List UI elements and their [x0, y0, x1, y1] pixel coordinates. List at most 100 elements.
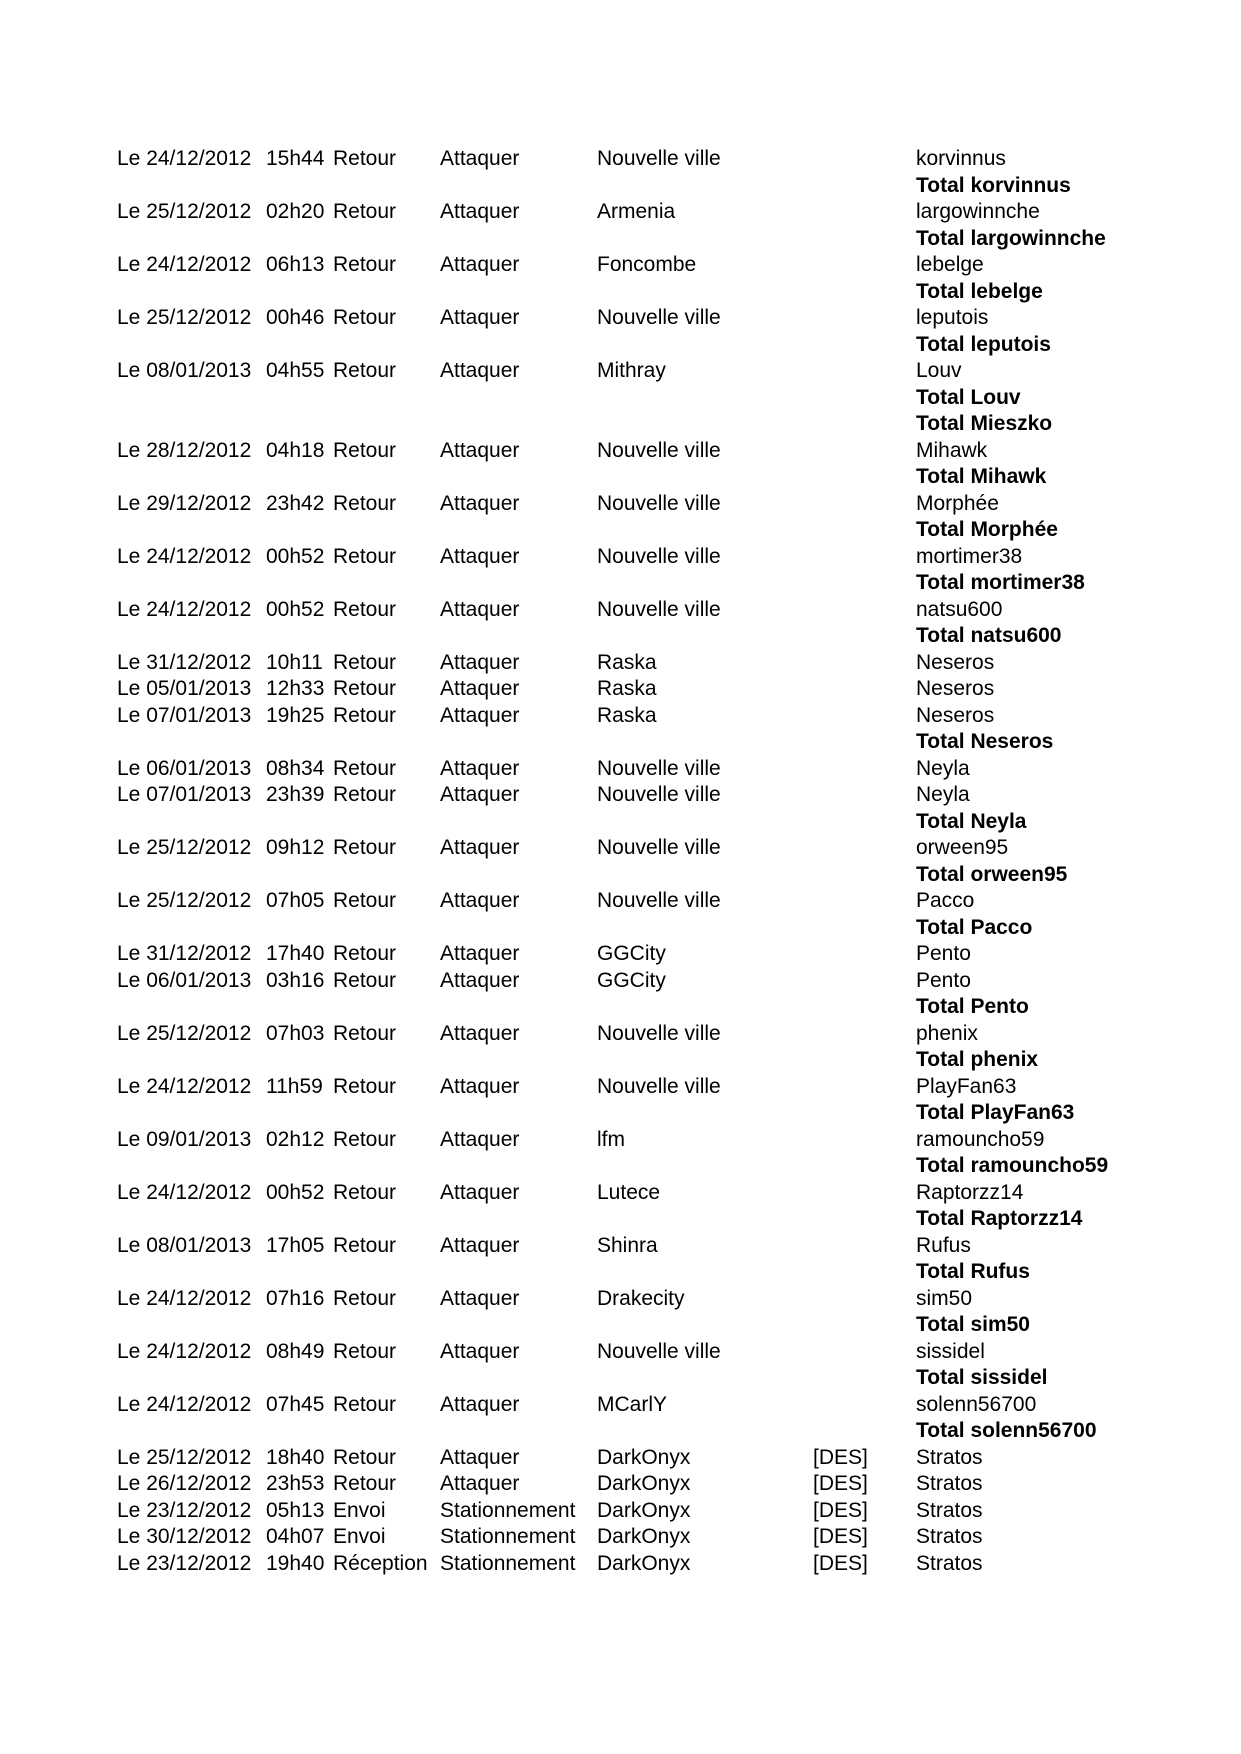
cell-place: GGCity	[597, 942, 666, 965]
cell-mission: Attaquer	[440, 147, 520, 170]
cell-player-name: Neseros	[916, 677, 995, 700]
cell-des-tag	[813, 226, 916, 253]
cell-des-tag	[813, 650, 916, 677]
cell-des-tag: [DES]	[813, 1472, 868, 1495]
cell-player-name: natsu600	[916, 597, 1003, 621]
cell-des-tag	[813, 888, 916, 915]
cell-mission: Attaquer	[440, 438, 520, 462]
table-row: Total phenix	[117, 1047, 1076, 1074]
cell-player-name: Total Mieszko	[916, 412, 1053, 435]
cell-date: Le 07/01/2013	[117, 703, 252, 727]
cell-mission: Attaquer	[440, 756, 520, 780]
cell-mission: Attaquer	[440, 968, 520, 992]
cell-date	[117, 994, 266, 1021]
cell-place: Nouvelle ville	[597, 836, 721, 859]
cell-des-tag	[813, 1339, 916, 1366]
cell-movement-type: Retour	[333, 1180, 397, 1204]
cell-place: MCarlY	[597, 1392, 668, 1416]
cell-player-name: Total Neyla	[916, 809, 1027, 833]
cell-place: Nouvelle ville	[597, 147, 721, 170]
cell-place: Lutece	[597, 1180, 661, 1204]
cell-player-name: Total Morphée	[916, 518, 1058, 541]
cell-time: 00h52	[266, 544, 325, 568]
cell-time	[266, 385, 333, 412]
cell-time: 23h39	[266, 783, 325, 806]
cell-player-name: Pento	[916, 942, 971, 965]
cell-time	[266, 1259, 333, 1286]
cell-movement-type	[333, 862, 440, 889]
table-row: Total leputois	[117, 332, 1076, 359]
cell-des-tag	[813, 570, 916, 597]
cell-place: Nouvelle ville	[597, 783, 721, 806]
cell-date: Le 23/12/2012	[117, 1498, 252, 1522]
cell-time	[266, 570, 333, 597]
cell-place: Nouvelle ville	[597, 491, 721, 515]
cell-mission: Attaquer	[440, 306, 520, 329]
cell-time: 04h18	[266, 438, 325, 462]
table-row: Total sim50	[117, 1312, 1076, 1339]
cell-date: Le 28/12/2012	[117, 438, 252, 462]
cell-place: Shinra	[597, 1233, 658, 1257]
cell-date: Le 06/01/2013	[117, 756, 252, 780]
cell-place	[597, 1312, 813, 1339]
cell-place	[597, 729, 813, 756]
cell-des-tag	[813, 544, 916, 571]
cell-place: Nouvelle ville	[597, 1074, 721, 1098]
cell-movement-type: Envoi	[333, 1498, 386, 1522]
cell-des-tag	[813, 1180, 916, 1207]
cell-movement-type	[333, 411, 440, 438]
cell-movement-type: Retour	[333, 1021, 397, 1045]
cell-movement-type	[333, 1047, 440, 1074]
cell-player-name: Stratos	[916, 1472, 983, 1495]
cell-des-tag	[813, 1286, 916, 1313]
cell-date	[117, 1100, 266, 1127]
cell-time: 04h07	[266, 1525, 325, 1548]
cell-des-tag	[813, 756, 916, 783]
cell-time: 07h45	[266, 1392, 325, 1416]
cell-time	[266, 862, 333, 889]
cell-date	[117, 279, 266, 306]
cell-time: 11h59	[266, 1074, 323, 1098]
table-row: Total solenn56700	[117, 1418, 1097, 1445]
table-row: Le 09/01/2013 02h12 Retour Attaquer lfm …	[117, 1127, 1076, 1154]
cell-des-tag	[813, 703, 916, 730]
cell-player-name: Total mortimer38	[916, 571, 1085, 594]
cell-player-name: sim50	[916, 1286, 973, 1310]
cell-date: Le 26/12/2012	[117, 1472, 252, 1495]
cell-time	[266, 332, 333, 359]
table-row: Total orween95	[117, 862, 1076, 889]
cell-player-name: Total ramouncho59	[916, 1154, 1109, 1177]
cell-time: 02h12	[266, 1127, 325, 1151]
cell-time	[266, 729, 333, 756]
cell-place	[597, 1206, 813, 1233]
cell-player-name: Total Raptorzz14	[916, 1207, 1083, 1230]
cell-date: Le 24/12/2012	[117, 1339, 252, 1363]
cell-date	[117, 809, 266, 836]
table-row: Total Mieszko	[117, 411, 1076, 438]
cell-movement-type: Retour	[333, 597, 397, 621]
cell-des-tag	[813, 517, 916, 544]
table-row: Le 07/01/2013 23h39 Retour Attaquer Nouv…	[117, 782, 1076, 809]
cell-movement-type	[333, 729, 440, 756]
cell-movement-type: Retour	[333, 1392, 397, 1416]
cell-mission: Attaquer	[440, 200, 520, 223]
cell-time: 19h25	[266, 703, 325, 727]
cell-player-name: leputois	[916, 306, 989, 329]
cell-date: Le 31/12/2012	[117, 942, 252, 965]
cell-des-tag	[813, 1206, 916, 1233]
cell-movement-type	[333, 994, 440, 1021]
cell-time	[266, 1418, 333, 1445]
cell-player-name: Mihawk	[916, 438, 988, 462]
cell-mission	[440, 279, 597, 306]
cell-date	[117, 411, 266, 438]
cell-date: Le 25/12/2012	[117, 889, 252, 912]
cell-mission: Attaquer	[440, 1180, 520, 1204]
cell-date: Le 24/12/2012	[117, 597, 252, 621]
cell-player-name: Raptorzz14	[916, 1180, 1024, 1204]
cell-movement-type: Retour	[333, 756, 397, 780]
cell-player-name: Rufus	[916, 1233, 971, 1257]
cell-mission: Attaquer	[440, 1286, 520, 1310]
cell-time: 00h52	[266, 1180, 325, 1204]
table-row: Le 30/12/2012 04h07 Envoi Stationnement …	[117, 1524, 1076, 1551]
cell-date: Le 25/12/2012	[117, 1021, 252, 1045]
